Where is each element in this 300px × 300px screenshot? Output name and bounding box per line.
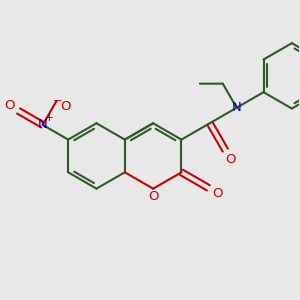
Text: O: O — [60, 100, 71, 112]
Text: N: N — [232, 101, 242, 114]
Text: O: O — [4, 99, 15, 112]
Text: O: O — [225, 153, 236, 166]
Text: O: O — [148, 190, 158, 203]
Text: +: + — [45, 113, 54, 123]
Text: −: − — [52, 96, 62, 106]
Text: O: O — [212, 187, 223, 200]
Text: N: N — [38, 118, 48, 131]
